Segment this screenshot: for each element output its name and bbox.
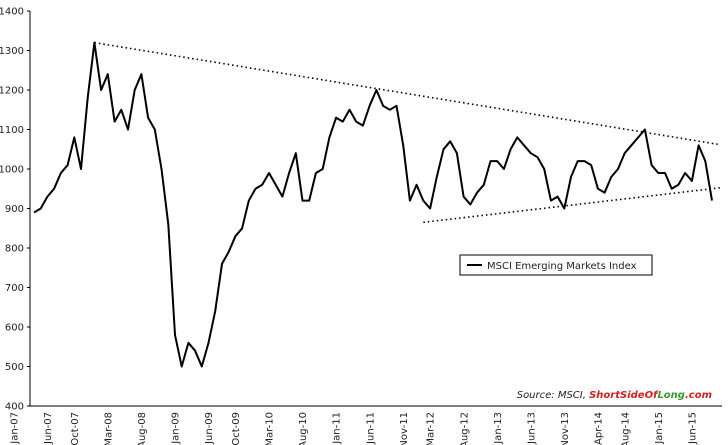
- x-tick-label: Aug-14: [620, 412, 631, 445]
- y-tick-label: 1100: [0, 125, 24, 136]
- y-tick-label: 1200: [0, 86, 24, 97]
- legend-box: [459, 254, 653, 276]
- x-tick-label: Oct-07: [70, 412, 81, 445]
- x-tick-label: Mar-10: [265, 412, 276, 445]
- source-site-part: ShortSideOf: [589, 390, 659, 401]
- x-tick-label: Jun-09: [204, 412, 215, 445]
- source-site-part: .com: [685, 390, 712, 401]
- trend-line: [94, 41, 721, 146]
- x-tick-label: Nov-13: [560, 412, 571, 445]
- x-tick-label: Jan-15: [654, 412, 665, 445]
- x-tick-label: Jun-15: [688, 412, 699, 445]
- x-tick-label: Jan-11: [332, 412, 343, 445]
- legend-label: MSCI Emerging Markets Index: [487, 261, 637, 272]
- x-tick-label: Jan-09: [171, 412, 182, 445]
- x-tick-label: Mar-12: [426, 412, 437, 445]
- y-tick-label: 500: [5, 362, 24, 373]
- y-tick-label: 400: [5, 402, 24, 413]
- source-prefix: Source: MSCI,: [517, 390, 586, 401]
- y-tick-label: 600: [5, 323, 24, 334]
- x-tick-label: Jan-07: [10, 412, 21, 445]
- x-tick-label: Jan-13: [493, 412, 504, 445]
- y-tick-label: 800: [5, 244, 24, 255]
- x-tick-label: Aug-10: [298, 412, 309, 445]
- x-tick-label: Jun-13: [526, 412, 537, 445]
- x-tick-label: Nov-11: [399, 412, 410, 445]
- x-tick-label: Aug-08: [137, 412, 148, 445]
- source-site-part: Long: [657, 390, 685, 401]
- x-tick-label: Jun-11: [365, 412, 376, 445]
- source-note: Source: MSCI, ShortSideOfLong.com: [517, 390, 712, 401]
- source-site: ShortSideOfLong.com: [589, 390, 712, 401]
- y-tick-label: 1300: [0, 46, 24, 57]
- y-tick-label: 1400: [0, 7, 24, 18]
- y-tick-label: 1000: [0, 165, 24, 176]
- legend: MSCI Emerging Markets Index: [459, 254, 653, 276]
- x-tick-label: Oct-09: [231, 412, 242, 445]
- y-tick-label: 900: [5, 204, 24, 215]
- x-tick-label: Apr-14: [594, 412, 605, 445]
- x-tick-label: Aug-12: [459, 412, 470, 445]
- data-line: [33, 41, 713, 368]
- x-tick-label: Jun-07: [43, 412, 54, 445]
- x-tick-label: Mar-08: [103, 412, 114, 445]
- trend-line: [423, 187, 721, 224]
- y-tick-label: 700: [5, 283, 24, 294]
